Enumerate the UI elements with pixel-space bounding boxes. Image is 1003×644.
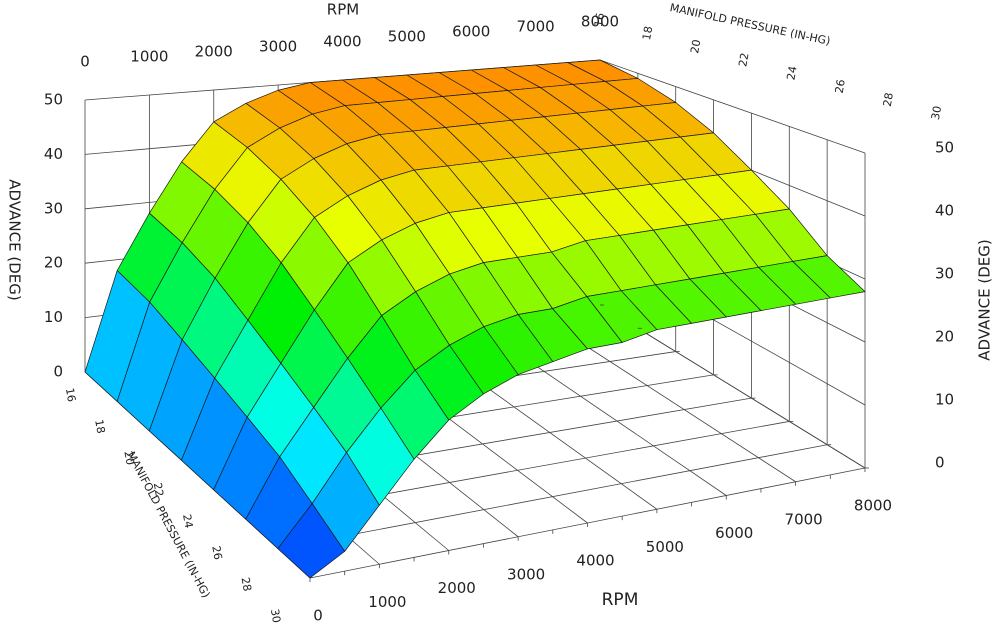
x-tick-label: 4000 [323,33,361,51]
y-tick-label: 24 [784,65,799,81]
y-tick-label: 28 [881,92,896,108]
grid-line [277,444,828,549]
x-axis-title: RPM [327,1,359,19]
y-tick-label: 30 [929,105,944,121]
z-axis-title: ADVANCE (DEG) [6,179,24,300]
y-tick-label: 16 [63,387,78,403]
y-tick-label: 20 [688,38,703,54]
y-tick-label: 28 [239,576,254,592]
grid-line [599,59,866,154]
x-tick-label: 5000 [388,28,426,46]
x-tick-label: 6000 [452,23,490,41]
y-tick-label: 16 [592,12,607,28]
x-tick-label: 1000 [368,593,406,611]
x-tick-label: 1000 [130,48,168,66]
y-tick-label: 18 [92,418,107,434]
z-tick-label: 10 [44,308,63,326]
z-tick-label: 0 [53,363,63,381]
z-tick-label: 10 [935,391,954,409]
x-tick-label: 7000 [785,510,823,528]
z-tick-label: 20 [44,254,63,272]
x-tick-label: 5000 [646,538,684,556]
z-tick-label: 20 [935,328,954,346]
x-tick-label: 7000 [517,18,555,36]
y-tick-label: 26 [833,78,848,94]
z-tick-label: 50 [935,139,954,157]
y-tick-label: 20 [121,450,136,466]
x-tick-label: 8000 [854,497,892,515]
z-tick-label: 0 [935,454,945,472]
x-tick-label: 0 [313,607,323,625]
z-tick-label: 30 [44,199,63,217]
x-tick-label: 4000 [576,552,614,570]
x-tick-label: 3000 [507,565,545,583]
z-tick-label: 40 [44,145,63,163]
z-axis-title: ADVANCE (DEG) [976,239,994,360]
x-tick-label: 2000 [195,43,233,61]
x-tick-label: 8000 [581,13,619,31]
y-tick-label: 26 [209,545,224,561]
y-tick-label: 18 [640,25,655,41]
x-tick-label: 3000 [259,38,297,56]
x-axis-title: RPM [602,590,639,610]
z-tick-label: 50 [44,91,63,109]
surface-cell [277,503,346,579]
z-tick-label: 40 [935,202,954,220]
y-tick-label: 22 [736,52,751,68]
x-tick-label: 6000 [715,524,753,542]
x-tick-label: 2000 [438,579,476,597]
y-tick-label: 24 [180,513,195,529]
y-tick-label: 30 [268,608,283,624]
z-tick-label: 30 [935,265,954,283]
y-tick-label: 22 [151,482,166,498]
x-tick-label: 0 [80,53,90,71]
